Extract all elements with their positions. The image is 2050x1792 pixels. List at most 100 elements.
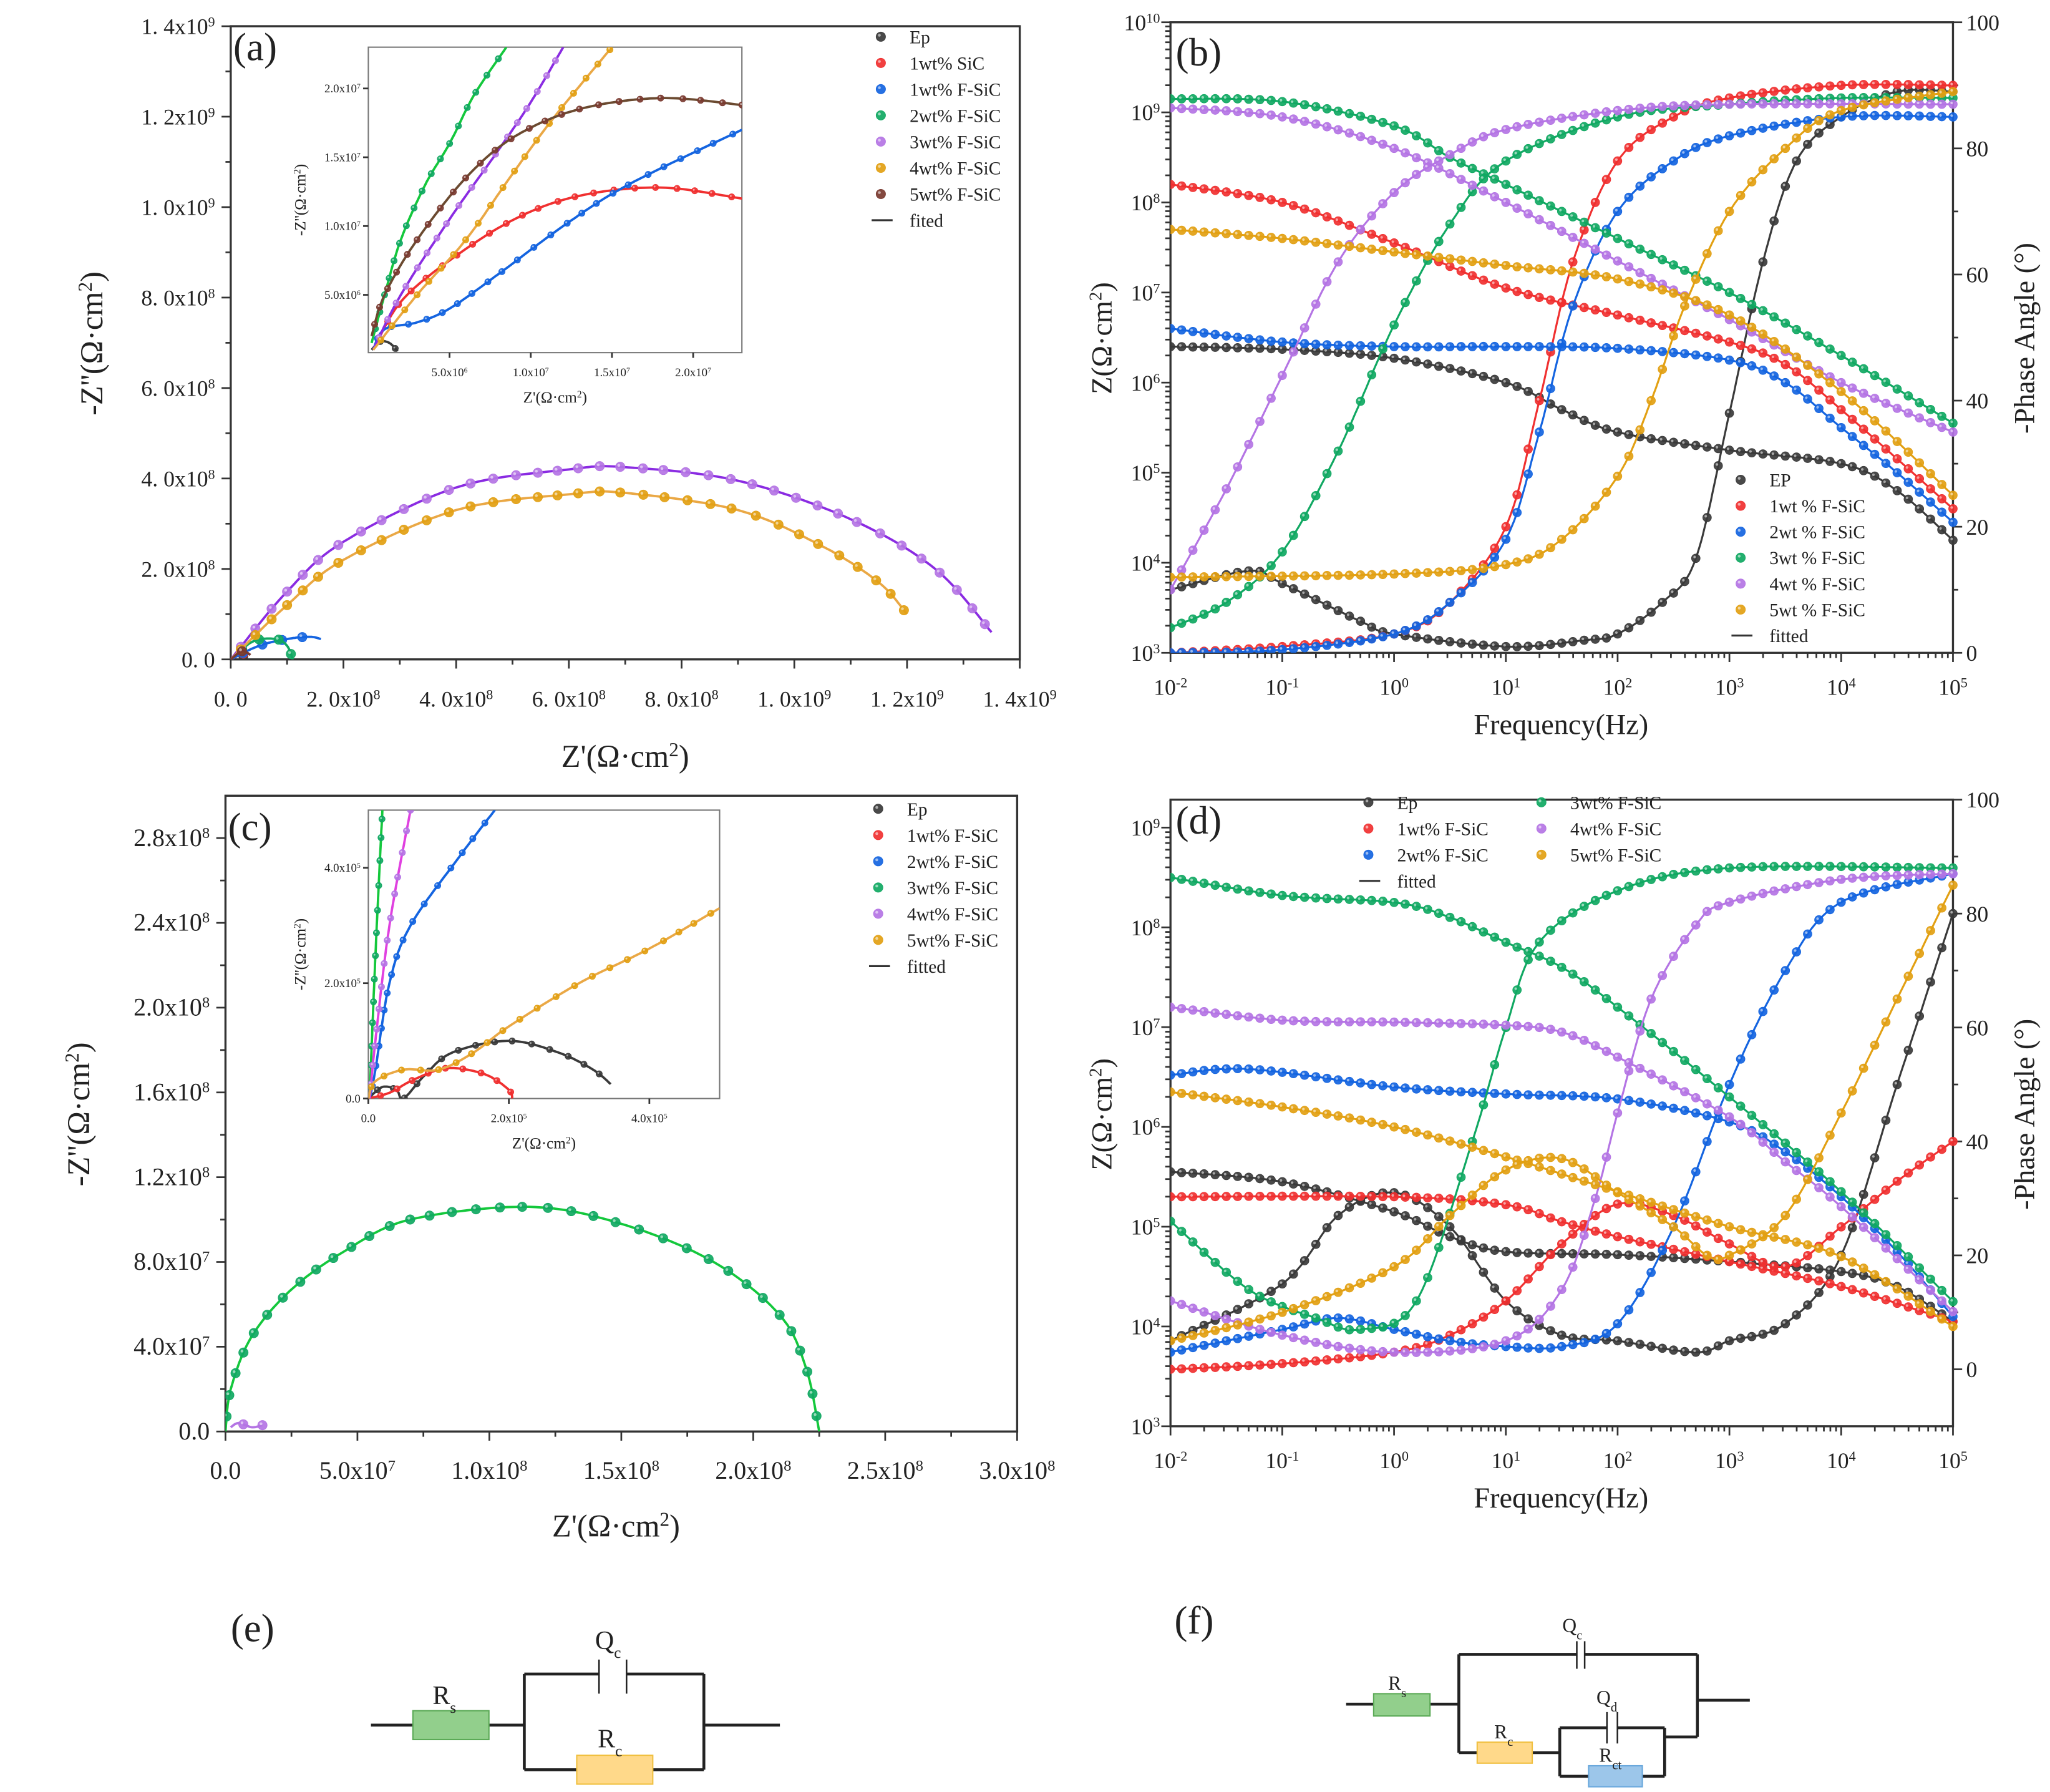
modulus-data-point-highlight <box>1235 345 1238 348</box>
phase-data-point <box>1803 1175 1812 1184</box>
modulus-data-point-highlight <box>1794 1167 1797 1171</box>
phase-data-point <box>1658 118 1668 128</box>
phase-data-point-highlight <box>1827 101 1830 104</box>
phase-fit-line <box>1170 872 1953 1354</box>
modulus-data-point-highlight <box>1794 1149 1797 1153</box>
data-point <box>898 605 909 615</box>
modulus-data-point <box>1915 413 1925 423</box>
phase-data-point-highlight <box>1480 176 1484 179</box>
modulus-data-point-highlight <box>1637 1253 1640 1256</box>
modulus-data-point <box>1188 1168 1198 1178</box>
modulus-data-point-highlight <box>1313 210 1316 213</box>
phase-data-point-highlight <box>1391 571 1394 574</box>
data-point <box>571 982 578 990</box>
modulus-data-point <box>1199 328 1209 338</box>
legend-label: 1wt% F-SiC <box>907 826 998 846</box>
phase-data-point <box>1769 154 1779 163</box>
phase-data-point <box>1445 150 1455 160</box>
data-point-highlight <box>240 1421 244 1424</box>
phase-data-point-highlight <box>1671 872 1674 875</box>
modulus-data-point <box>1266 195 1276 205</box>
fit-line <box>370 47 508 344</box>
modulus-data-point <box>1170 342 1175 351</box>
phase-data-point <box>1389 629 1399 639</box>
modulus-data-point <box>1188 877 1198 886</box>
series-1wt-f-sic <box>1170 79 1958 653</box>
phase-data-point-highlight <box>1313 573 1316 576</box>
modulus-data-point <box>1568 1249 1578 1259</box>
legend-label: 1wt% F-SiC <box>910 80 1001 100</box>
modulus-data-point <box>1948 490 1958 500</box>
phase-data-point-highlight <box>1939 1146 1942 1149</box>
label-sub: c <box>1576 1628 1582 1643</box>
label-rs-f: Rs <box>1388 1672 1406 1700</box>
data-point-highlight <box>490 475 493 479</box>
data-point <box>652 183 659 191</box>
data-point-highlight <box>777 1312 780 1315</box>
data-point <box>694 147 701 155</box>
modulus-data-point-highlight <box>1839 1189 1842 1192</box>
modulus-data-point-highlight <box>1503 263 1506 266</box>
phase-data-point <box>1758 1006 1768 1016</box>
phase-data-point-highlight <box>1280 647 1283 650</box>
data-point-highlight <box>437 1068 439 1070</box>
modulus-data-point-highlight <box>1480 929 1484 932</box>
phase-data-point-highlight <box>1928 114 1931 117</box>
phase-data-point <box>1389 188 1399 197</box>
x-tick-label-part: 8 <box>1047 1457 1055 1474</box>
phase-data-point <box>1266 561 1276 570</box>
phase-data-point <box>1724 99 1734 109</box>
modulus-data-point <box>1210 343 1220 352</box>
modulus-data-point <box>1724 446 1734 455</box>
phase-data-point-highlight <box>1872 1042 1875 1046</box>
modulus-data-point <box>1490 1245 1500 1255</box>
modulus-data-point <box>1170 1002 1175 1012</box>
phase-data-point <box>1792 99 1801 109</box>
phase-data-point-highlight <box>1861 1065 1864 1069</box>
modulus-data-point <box>1691 1212 1701 1222</box>
modulus-data-point-highlight <box>1827 397 1830 400</box>
phase-data-point-highlight <box>1235 573 1238 577</box>
y2-tick-label-part: 20 <box>1966 1244 1988 1269</box>
data-point-highlight <box>936 570 940 573</box>
phase-data-point <box>1255 1292 1265 1301</box>
phase-data-point <box>1870 1040 1880 1050</box>
modulus-data-point-highlight <box>1693 1066 1696 1070</box>
phase-data-point <box>1177 1300 1187 1310</box>
modulus-data-point-highlight <box>1391 1124 1394 1127</box>
data-point-highlight <box>382 1074 384 1076</box>
modulus-data-point <box>1411 153 1421 163</box>
modulus-data-point-highlight <box>1201 96 1204 99</box>
data-point-highlight <box>284 602 288 605</box>
modulus-data-point-highlight <box>1928 486 1931 489</box>
phase-data-point <box>1501 560 1511 570</box>
modulus-data-point-highlight <box>1402 245 1406 248</box>
phase-data-point <box>1210 1338 1220 1348</box>
modulus-data-point-highlight <box>1726 290 1730 293</box>
phase-data-point-highlight <box>1291 586 1294 589</box>
phase-data-point <box>1601 1328 1611 1338</box>
data-point <box>384 937 391 944</box>
modulus-data-point-highlight <box>1212 1172 1215 1175</box>
data-point-highlight <box>379 1026 382 1029</box>
modulus-data-point-highlight <box>1682 1255 1685 1259</box>
phase-data-point <box>1512 490 1522 500</box>
modulus-data-point <box>1523 263 1533 273</box>
modulus-data-point <box>1210 1093 1220 1103</box>
modulus-data-point <box>1266 95 1276 105</box>
phase-data-point-highlight <box>1436 609 1439 612</box>
phase-data-point <box>1378 199 1387 208</box>
phase-data-point-highlight <box>1436 1245 1439 1248</box>
modulus-data-point <box>1613 427 1623 437</box>
data-point <box>373 1025 381 1033</box>
phase-data-point <box>1177 572 1187 582</box>
modulus-data-point-highlight <box>1816 1266 1819 1269</box>
phase-data-point-highlight <box>1235 649 1238 652</box>
y2-tick-label-part: 100 <box>1966 10 1999 35</box>
modulus-data-point <box>1646 318 1656 328</box>
phase-data-point <box>1646 1208 1656 1217</box>
phase-data-point-highlight <box>1302 645 1305 648</box>
x-axis-title: Frequency(Hz) <box>1474 1482 1648 1514</box>
modulus-data-point <box>1378 246 1387 256</box>
modulus-data-point-highlight <box>1178 344 1182 347</box>
